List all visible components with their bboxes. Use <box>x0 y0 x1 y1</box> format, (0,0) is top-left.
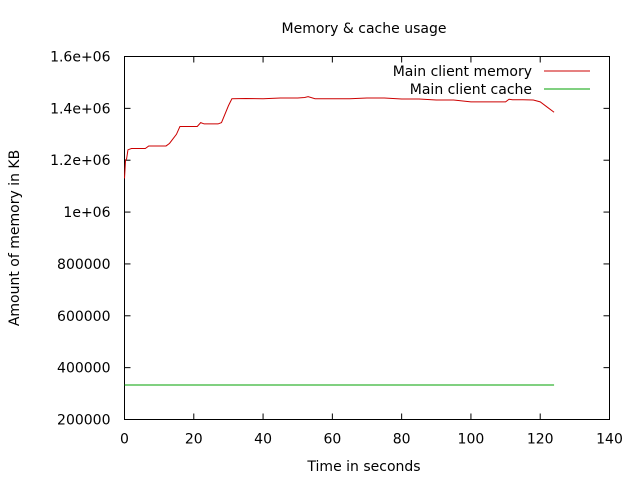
x-axis-label: Time in seconds <box>306 459 420 475</box>
y-axis-label: Amount of memory in KB <box>7 150 23 326</box>
x-tick-label: 20 <box>185 432 203 448</box>
y-tick-label: 1.4e+06 <box>50 101 111 117</box>
x-tick-label: 80 <box>393 432 411 448</box>
series-lines <box>124 96 555 386</box>
y-tick-label: 600000 <box>57 309 110 325</box>
y-tick-label: 1e+06 <box>63 205 110 221</box>
x-tick-label: 60 <box>323 432 341 448</box>
axis-ticks: 0 20 40 60 80 100 120 140 200000 400000 600000 8000… <box>50 50 623 448</box>
y-tick-label: 200000 <box>57 413 110 429</box>
x-tick-label: 0 <box>120 432 129 448</box>
series-line-0 <box>124 96 555 179</box>
y-tick-label: 1.2e+06 <box>50 153 111 169</box>
x-tick-label: 140 <box>596 432 623 448</box>
x-tick-label: 40 <box>254 432 272 448</box>
legend-label: Main client memory <box>393 64 532 80</box>
y-tick-label: 1.6e+06 <box>50 50 111 66</box>
y-tick-label: 400000 <box>57 361 110 377</box>
legend-label: Main client cache <box>410 82 532 98</box>
plot-frame <box>124 56 610 420</box>
x-tick-label: 100 <box>458 432 485 448</box>
x-tick-label: 120 <box>527 432 554 448</box>
y-tick-label: 800000 <box>57 257 110 273</box>
legend: Main client memory Main client cache <box>393 64 590 98</box>
chart-title: Memory & cache usage <box>282 21 447 37</box>
